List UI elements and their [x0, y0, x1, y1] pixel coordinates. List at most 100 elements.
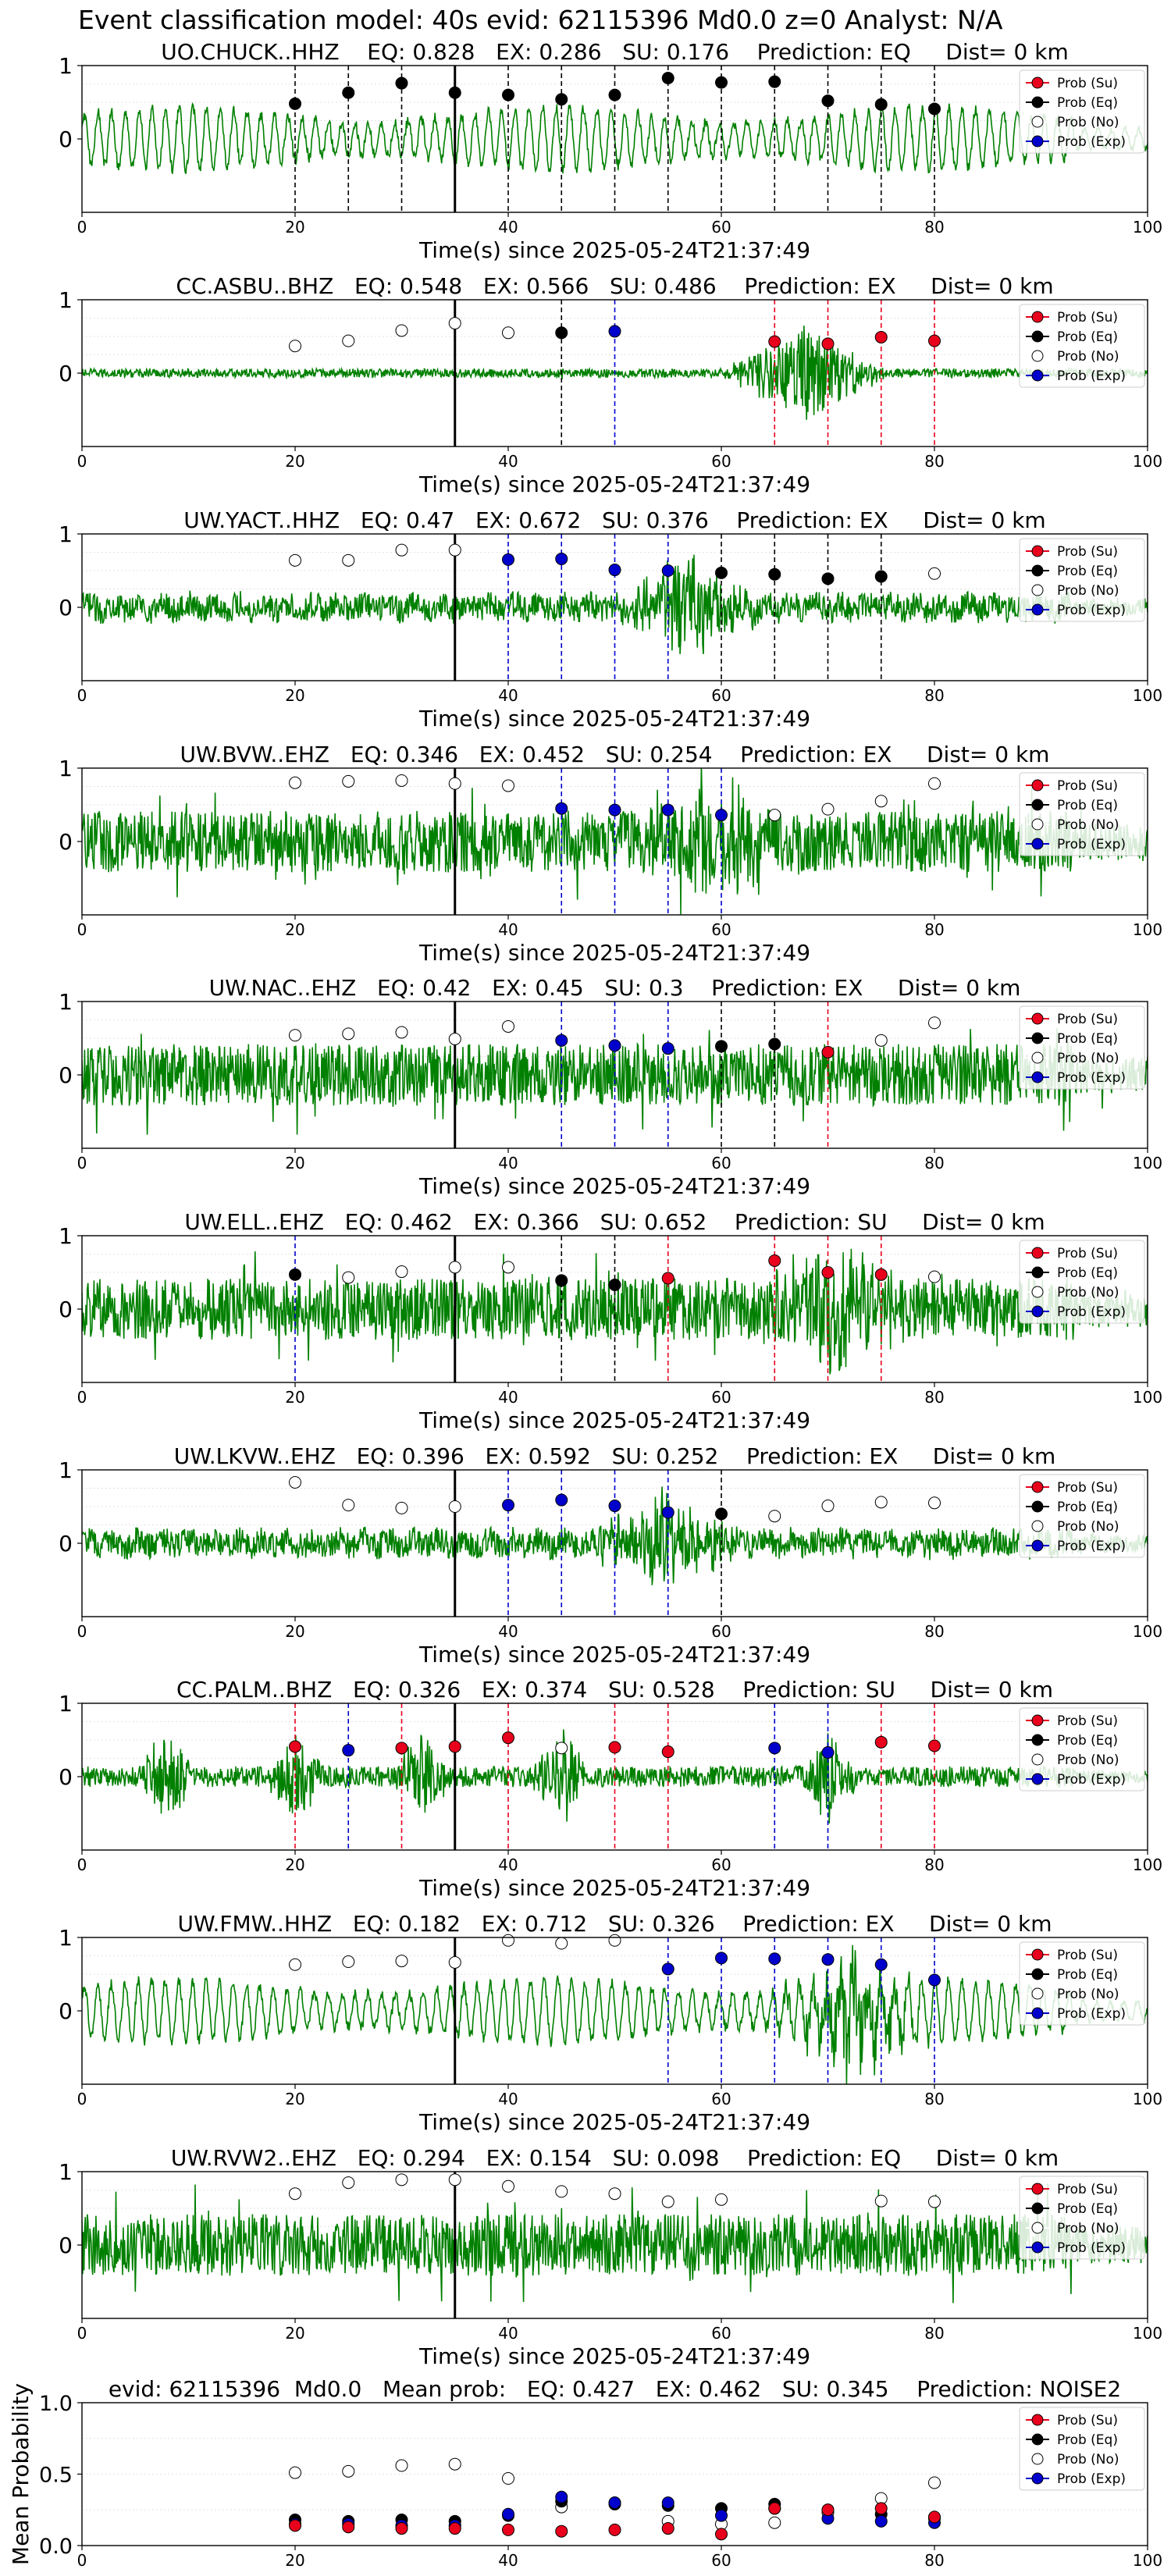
legend-marker-no [1031, 584, 1044, 596]
prob-point-exp [608, 803, 621, 817]
legend-marker-su [1031, 1481, 1044, 1493]
prob-point-su [502, 1731, 514, 1745]
prob-point-no [928, 777, 941, 790]
legend-marker-exp [1031, 1071, 1044, 1083]
x-tick-label: 20 [285, 686, 304, 705]
legend-marker-eq [1031, 1032, 1044, 1044]
prob-point-no [928, 567, 941, 580]
legend-label: Prob (No) [1057, 583, 1119, 599]
prob-point-su [768, 1254, 781, 1267]
legend-label: Prob (No) [1057, 1285, 1119, 1300]
page-title: Event classification model: 40s evid: 62… [78, 5, 1003, 35]
x-tick-label: 40 [498, 2324, 518, 2343]
legend-label: Prob (No) [1057, 1519, 1119, 1535]
prob-point-no [555, 1937, 568, 1950]
chart-panel-9: UW.FMW..HHZ EQ: 0.182 EX: 0.712 SU: 0.32… [59, 1911, 1162, 2135]
legend-label: Prob (No) [1057, 2452, 1119, 2467]
legend: Prob (Su) Prob (Eq) Prob (No) Prob (Exp) [1019, 69, 1145, 154]
x-tick-label: 0 [77, 452, 87, 471]
legend: Prob (Su) Prob (Eq) Prob (No) Prob (Exp) [1019, 304, 1145, 388]
prob-point-no [342, 2464, 355, 2478]
legend-marker-eq [1031, 1968, 1044, 1980]
legend-marker-su [1031, 311, 1044, 323]
prob-point-no [821, 1500, 835, 1513]
legend-label: Prob (Eq) [1057, 564, 1118, 579]
y-tick-label: 1 [59, 521, 73, 547]
y-tick-label: 0 [59, 595, 73, 621]
prob-point-no [289, 1475, 301, 1489]
legend-label: Prob (No) [1057, 115, 1119, 130]
prob-point-no [502, 1019, 514, 1033]
x-axis-label: Time(s) since 2025-05-24T21:37:49 [418, 1875, 810, 1901]
x-tick-label: 20 [285, 920, 304, 939]
x-tick-label: 0 [77, 1622, 87, 1641]
prob-point-exp [661, 1042, 674, 1055]
prob-point-su [874, 1735, 888, 1749]
legend-label: Prob (Eq) [1057, 95, 1118, 111]
legend-marker-exp [1031, 135, 1044, 148]
x-tick-label: 80 [924, 1856, 944, 1874]
x-tick-label: 100 [1133, 452, 1162, 471]
legend-marker-exp [1031, 1305, 1044, 1318]
prob-point-no [928, 1496, 941, 1510]
x-tick-label: 0 [77, 1856, 87, 1874]
prob-point-eq [289, 1268, 301, 1281]
y-tick-label: 0 [59, 1998, 73, 2024]
y-tick-label: 1 [59, 287, 73, 313]
prob-point-exp [768, 1742, 781, 1755]
y-tick-label: 1 [59, 1223, 73, 1249]
prob-point-eq [715, 1507, 728, 1521]
y-tick-label: 1 [59, 1457, 73, 1483]
legend-box [1019, 1941, 1145, 2026]
x-tick-label: 60 [711, 1154, 731, 1172]
legend-label: Prob (Su) [1057, 1246, 1118, 1261]
x-tick-label: 40 [498, 452, 518, 471]
prob-point-no [289, 340, 301, 353]
prob-point-no [448, 1032, 461, 1045]
x-tick-label: 60 [711, 2551, 731, 2570]
legend-box [1019, 538, 1145, 622]
legend: Prob (Su) Prob (Eq) Prob (No) Prob (Exp) [1019, 538, 1145, 622]
prob-point-no [928, 2476, 941, 2489]
prob-point-exp [608, 1039, 621, 1052]
x-tick-label: 80 [924, 2090, 944, 2108]
legend-label: Prob (Su) [1057, 778, 1118, 794]
legend-marker-exp [1031, 369, 1044, 382]
legend-marker-su [1031, 779, 1044, 792]
waveform-trace [82, 1944, 1148, 2084]
legend-marker-eq [1031, 1266, 1044, 1279]
chart-panel-1: UO.CHUCK..HHZ EQ: 0.828 EX: 0.286 SU: 0.… [59, 39, 1162, 263]
x-tick-label: 0 [77, 1388, 87, 1407]
prob-point-su [874, 330, 888, 343]
legend-marker-exp [1031, 2241, 1044, 2254]
prob-point-su [821, 2503, 835, 2517]
legend: Prob (Su) Prob (Eq) Prob (No) Prob (Exp) [1019, 1707, 1145, 1791]
prob-point-no [395, 1026, 408, 1039]
chart-panel-2: CC.ASBU..BHZ EQ: 0.548 EX: 0.566 SU: 0.4… [59, 273, 1162, 497]
legend-marker-eq [1031, 2202, 1044, 2215]
x-tick-label: 20 [285, 452, 304, 471]
x-tick-label: 80 [924, 218, 944, 237]
prob-point-no [342, 1499, 355, 1512]
legend-label: Prob (Su) [1057, 2413, 1118, 2428]
legend: Prob (Su) Prob (Eq) Prob (No) Prob (Exp) [1019, 1474, 1145, 1558]
legend-label: Prob (Eq) [1057, 1265, 1118, 1281]
x-axis-label: Time(s) since 2025-05-24T21:37:49 [418, 706, 810, 731]
panel-title: UW.LKVW..EHZ EQ: 0.396 EX: 0.592 SU: 0.2… [174, 1443, 1056, 1469]
x-axis-label: Time(s) since 2025-05-24T21:37:49 [418, 2109, 810, 2135]
prob-point-exp [608, 1500, 621, 1513]
legend: Prob (Su) Prob (Eq) Prob (No) Prob (Exp) [1019, 2176, 1145, 2260]
legend-marker-eq [1031, 96, 1044, 109]
prob-point-no [342, 2176, 355, 2190]
prob-point-no [768, 1510, 781, 1523]
prob-point-no [395, 2459, 408, 2472]
prob-point-exp [502, 553, 514, 566]
prob-point-eq [342, 86, 355, 99]
prob-point-no [874, 2194, 888, 2208]
prob-point-no [342, 553, 355, 567]
x-tick-label: 100 [1133, 1154, 1162, 1172]
prob-point-exp [661, 1962, 674, 1976]
x-tick-label: 0 [77, 2090, 87, 2108]
legend: Prob (Su) Prob (Eq) Prob (No) Prob (Exp) [1019, 1005, 1145, 1090]
prob-point-su [715, 2528, 728, 2541]
